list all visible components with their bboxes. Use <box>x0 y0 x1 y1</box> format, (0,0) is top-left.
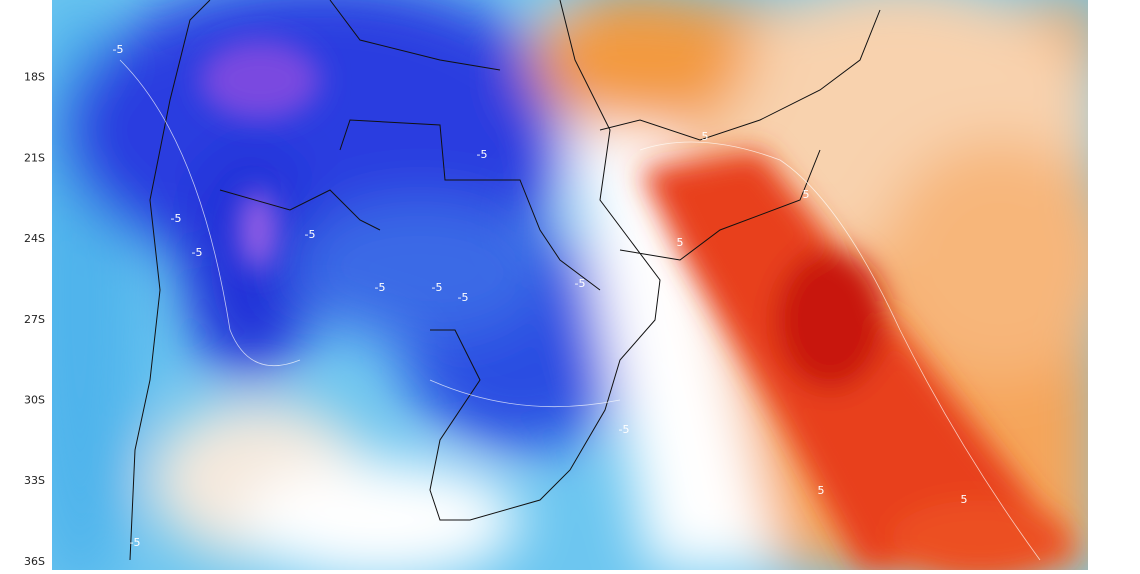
contour-label: 5 <box>677 236 684 249</box>
anomaly-field <box>52 0 1088 570</box>
contour-label: 5 <box>818 484 825 497</box>
contour-label: -5 <box>432 281 443 294</box>
latitude-label: 27S <box>24 313 45 326</box>
latitude-label: 18S <box>24 71 45 84</box>
contour-label: -5 <box>477 148 488 161</box>
contour-label: -5 <box>171 212 182 225</box>
latitude-labels: 15S 18S 21S 24S 27S 30S 33S 36S <box>24 0 45 568</box>
contour-label: -5 <box>130 536 141 549</box>
contour-label: -5 <box>113 43 124 56</box>
contour-label: -5 <box>575 277 586 290</box>
contour-label: -5 <box>305 228 316 241</box>
latitude-label: 36S <box>24 555 45 568</box>
contours <box>119 59 1041 561</box>
latitude-label: 33S <box>24 474 45 487</box>
latitude-label: 15S <box>24 0 45 3</box>
contour-label: -5 <box>458 291 469 304</box>
latitude-label: 24S <box>24 232 45 245</box>
contour-label: 5 <box>702 130 709 143</box>
latitude-label: 21S <box>24 151 45 164</box>
contour-label: 5 <box>803 188 810 201</box>
contour-label: -5 <box>619 423 630 436</box>
contour-label: -5 <box>192 246 203 259</box>
borders <box>129 0 881 561</box>
latitude-label: 30S <box>24 394 45 407</box>
contour-label: -5 <box>375 281 386 294</box>
contour-label: 5 <box>961 493 968 506</box>
contour-labels: -5 -5 -5 -5 -5 -5 -5 -5 -5 -5 -5 5 5 5 5 5 <box>113 43 968 549</box>
